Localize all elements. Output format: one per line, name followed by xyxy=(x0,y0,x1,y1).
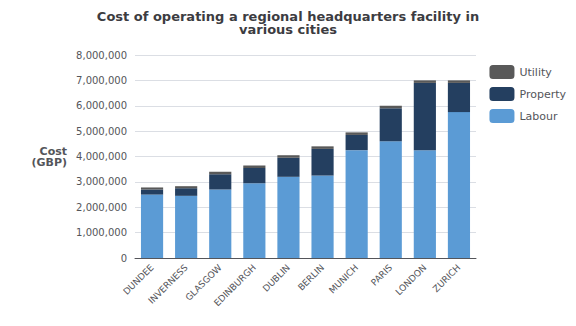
svg-text:GLASGOW: GLASGOW xyxy=(183,262,224,303)
svg-text:6,000,000: 6,000,000 xyxy=(76,100,127,111)
svg-text:MUNICH: MUNICH xyxy=(327,262,360,295)
svg-text:3,000,000: 3,000,000 xyxy=(76,176,127,187)
svg-text:ZURICH: ZURICH xyxy=(431,262,463,294)
svg-text:BERLIN: BERLIN xyxy=(296,262,326,292)
svg-text:0: 0 xyxy=(121,253,127,264)
svg-text:Labour: Labour xyxy=(519,110,558,123)
svg-text:7,000,000: 7,000,000 xyxy=(76,75,127,86)
svg-text:DUBLIN: DUBLIN xyxy=(261,262,292,293)
svg-text:INVERNESS: INVERNESS xyxy=(146,262,190,306)
svg-text:DUNDEE: DUNDEE xyxy=(121,262,156,297)
svg-text:PARIS: PARIS xyxy=(369,262,394,287)
svg-text:1,000,000: 1,000,000 xyxy=(76,227,127,238)
svg-text:Cost of operating a regional h: Cost of operating a regional headquarter… xyxy=(96,9,480,24)
svg-text:2,000,000: 2,000,000 xyxy=(76,202,127,213)
svg-text:Utility: Utility xyxy=(519,66,552,79)
svg-text:5,000,000: 5,000,000 xyxy=(76,126,127,137)
svg-text:8,000,000: 8,000,000 xyxy=(76,50,127,61)
svg-text:various cities: various cities xyxy=(239,22,337,37)
svg-text:LONDON: LONDON xyxy=(394,262,429,297)
svg-text:Property: Property xyxy=(519,88,566,101)
svg-text:EDINBURGH: EDINBURGH xyxy=(212,262,258,308)
svg-text:(GBP): (GBP) xyxy=(31,156,67,169)
svg-text:Cost: Cost xyxy=(39,144,67,158)
svg-text:4,000,000: 4,000,000 xyxy=(76,151,127,162)
